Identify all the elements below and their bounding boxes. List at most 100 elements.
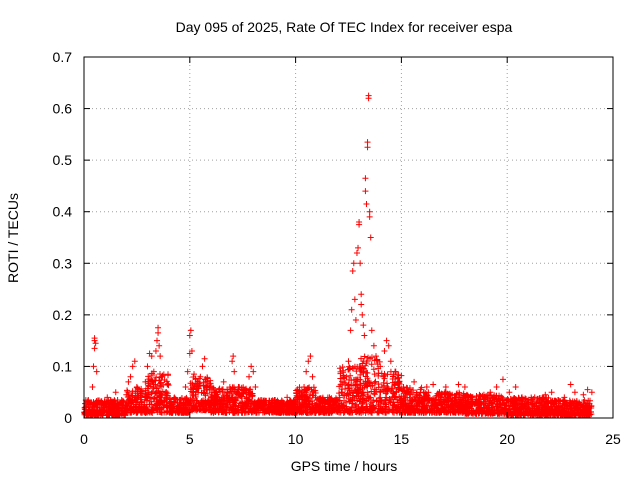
data-point xyxy=(355,244,362,251)
x-tick-label: 0 xyxy=(80,431,88,447)
data-point-band xyxy=(345,381,352,388)
data-point xyxy=(203,378,210,385)
data-point xyxy=(252,384,259,391)
data-point xyxy=(385,342,392,349)
data-point-band xyxy=(230,397,237,404)
data-point-band xyxy=(356,409,363,416)
data-point xyxy=(104,394,111,401)
data-point xyxy=(176,396,183,403)
data-point xyxy=(250,368,257,375)
data-point-band xyxy=(361,353,368,360)
data-point-band xyxy=(352,382,359,389)
y-tick-label: 0.4 xyxy=(53,204,73,220)
data-point-band xyxy=(211,407,218,414)
data-point-band xyxy=(336,394,343,401)
data-point xyxy=(180,399,187,406)
data-point-band xyxy=(104,412,111,419)
data-point-band xyxy=(544,400,551,407)
data-point-band xyxy=(153,394,160,401)
data-point-band xyxy=(328,397,335,404)
data-point-band xyxy=(238,393,245,400)
data-point-band xyxy=(398,372,405,379)
data-point-band xyxy=(146,408,153,415)
data-point-band xyxy=(407,406,414,413)
data-point xyxy=(358,301,365,308)
data-point-band xyxy=(431,405,438,412)
data-point-band xyxy=(390,398,397,405)
data-point-band xyxy=(134,390,141,397)
data-point xyxy=(301,384,308,391)
data-point xyxy=(92,340,99,347)
data-point-band xyxy=(372,378,379,385)
data-point-band xyxy=(359,392,366,399)
data-point-band xyxy=(534,408,541,415)
data-point xyxy=(367,234,374,241)
data-point xyxy=(365,92,372,99)
data-point-band xyxy=(404,400,411,407)
data-point xyxy=(366,208,373,215)
data-point-band xyxy=(539,395,546,402)
data-point xyxy=(588,389,595,396)
data-point-band xyxy=(350,389,357,396)
data-point-band xyxy=(305,385,312,392)
data-point-band xyxy=(345,366,352,373)
data-point xyxy=(142,378,149,385)
data-point xyxy=(231,368,238,375)
data-point-band xyxy=(456,400,463,407)
data-point xyxy=(182,384,189,391)
data-point xyxy=(230,353,237,360)
data-point-band xyxy=(344,382,351,389)
data-point xyxy=(362,175,369,182)
data-point-band xyxy=(219,400,226,407)
data-point-band xyxy=(347,397,354,404)
data-point-band xyxy=(443,401,450,408)
data-point-band xyxy=(325,409,332,416)
data-point-band xyxy=(439,404,446,411)
data-point-band xyxy=(538,398,545,405)
data-point-band xyxy=(192,376,199,383)
data-point xyxy=(116,399,123,406)
data-point-band xyxy=(541,401,548,408)
data-point-band xyxy=(468,400,475,407)
data-point xyxy=(352,317,359,324)
data-point-band xyxy=(368,399,375,406)
data-point-band xyxy=(486,392,493,399)
data-point-band xyxy=(227,404,234,411)
data-point-band xyxy=(371,391,378,398)
data-point xyxy=(554,396,561,403)
data-point-band xyxy=(415,399,422,406)
data-point-band xyxy=(109,400,116,407)
data-point xyxy=(436,389,443,396)
data-point-band xyxy=(555,409,562,416)
data-point xyxy=(93,368,100,375)
y-tick-label: 0.2 xyxy=(53,307,73,323)
data-point xyxy=(305,358,312,365)
data-point xyxy=(187,327,194,334)
data-point-band xyxy=(340,367,347,374)
data-point-band xyxy=(451,403,458,410)
data-point-band xyxy=(297,393,304,400)
data-point-band xyxy=(382,408,389,415)
data-point-band xyxy=(363,405,370,412)
data-point-band xyxy=(373,357,380,364)
data-point xyxy=(188,347,195,354)
data-point-band xyxy=(137,388,144,395)
data-point-band xyxy=(517,410,524,417)
data-point-band xyxy=(404,394,411,401)
data-point xyxy=(91,345,98,352)
data-point xyxy=(474,399,481,406)
data-point-band xyxy=(222,409,229,416)
data-point xyxy=(277,399,284,406)
data-point-band xyxy=(183,406,190,413)
data-point-band xyxy=(433,409,440,416)
data-point-band xyxy=(128,399,135,406)
data-point-band xyxy=(148,408,155,415)
data-point xyxy=(373,353,380,360)
data-point-band xyxy=(381,375,388,382)
data-point xyxy=(347,327,354,334)
data-point xyxy=(133,384,140,391)
data-point xyxy=(404,389,411,396)
data-point-band xyxy=(564,403,571,410)
data-point-band xyxy=(99,408,106,415)
data-point-band xyxy=(241,386,248,393)
